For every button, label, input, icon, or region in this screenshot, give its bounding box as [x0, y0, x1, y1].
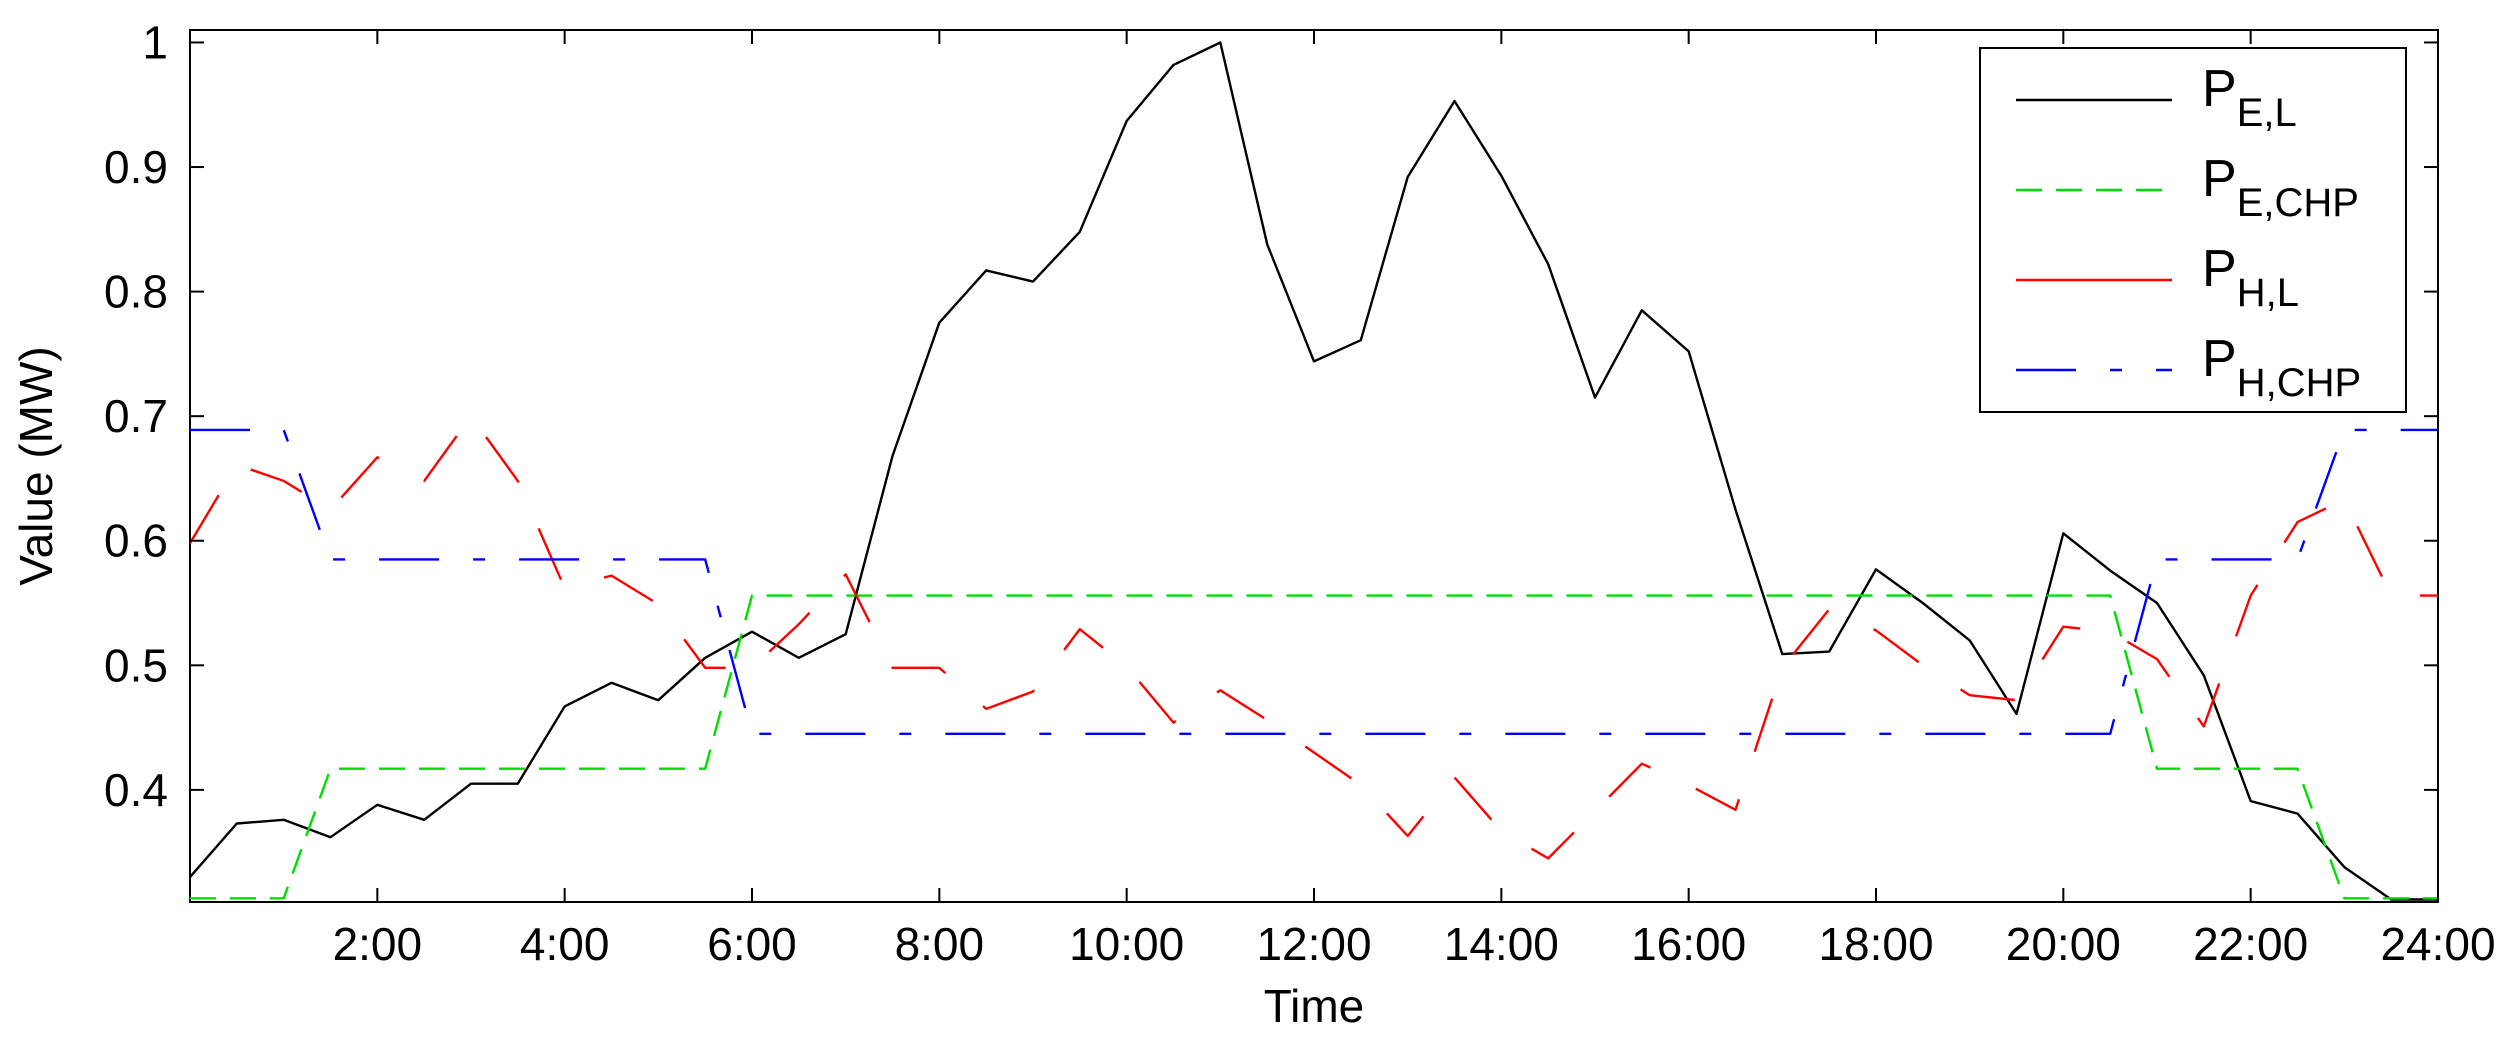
x-tick-label: 2:00 — [333, 918, 423, 970]
x-tick-label: 14:00 — [1444, 918, 1559, 970]
x-axis-label: Time — [1264, 980, 1365, 1032]
legend-label-main: P — [2202, 240, 2237, 298]
series-line-echp — [190, 594, 2438, 900]
x-tick-label: 8:00 — [895, 918, 985, 970]
legend-label: PH,CHP — [2202, 330, 2361, 405]
legend-label-main: P — [2202, 60, 2237, 118]
x-tick-label: 12:00 — [1256, 918, 1371, 970]
series-line-hl — [190, 415, 2438, 860]
x-tick-label: 20:00 — [2006, 918, 2121, 970]
legend-label-main: P — [2202, 150, 2237, 208]
legend-label: PH,L — [2202, 240, 2299, 315]
legend-label-subscript: E,L — [2237, 91, 2297, 135]
y-tick-label: 1 — [142, 16, 168, 68]
legend-label-subscript: H,L — [2237, 271, 2299, 315]
legend-box — [1979, 47, 2407, 413]
y-axis-label: Value (MW) — [10, 346, 62, 585]
y-tick-label: 0.6 — [104, 515, 168, 567]
legend-label-subscript: H,CHP — [2237, 361, 2361, 405]
y-tick-label: 0.4 — [104, 764, 168, 816]
x-tick-label: 6:00 — [707, 918, 797, 970]
x-tick-label: 16:00 — [1631, 918, 1746, 970]
legend-label-subscript: E,CHP — [2237, 181, 2359, 225]
y-tick-label: 0.9 — [104, 141, 168, 193]
legend-label: PE,CHP — [2202, 150, 2359, 225]
x-tick-label: 10:00 — [1069, 918, 1184, 970]
x-tick-label: 22:00 — [2193, 918, 2308, 970]
y-tick-label: 0.5 — [104, 639, 168, 691]
ticks-layer: 2:00 4:00 6:00 8:00 10:00 12:00 14:00 16:00 18:0… — [104, 16, 2496, 970]
series-layer — [190, 41, 2438, 901]
series-line-hchp — [190, 428, 2438, 735]
legend-label-main: P — [2202, 330, 2237, 388]
y-tick-label: 0.7 — [104, 390, 168, 442]
x-tick-label: 24:00 — [2380, 918, 2495, 970]
x-tick-label: 4:00 — [520, 918, 610, 970]
y-tick-label: 0.8 — [104, 266, 168, 318]
x-tick-label: 18:00 — [1818, 918, 1933, 970]
series-line-el — [190, 41, 2438, 901]
legend-label: PE,L — [2202, 60, 2297, 135]
